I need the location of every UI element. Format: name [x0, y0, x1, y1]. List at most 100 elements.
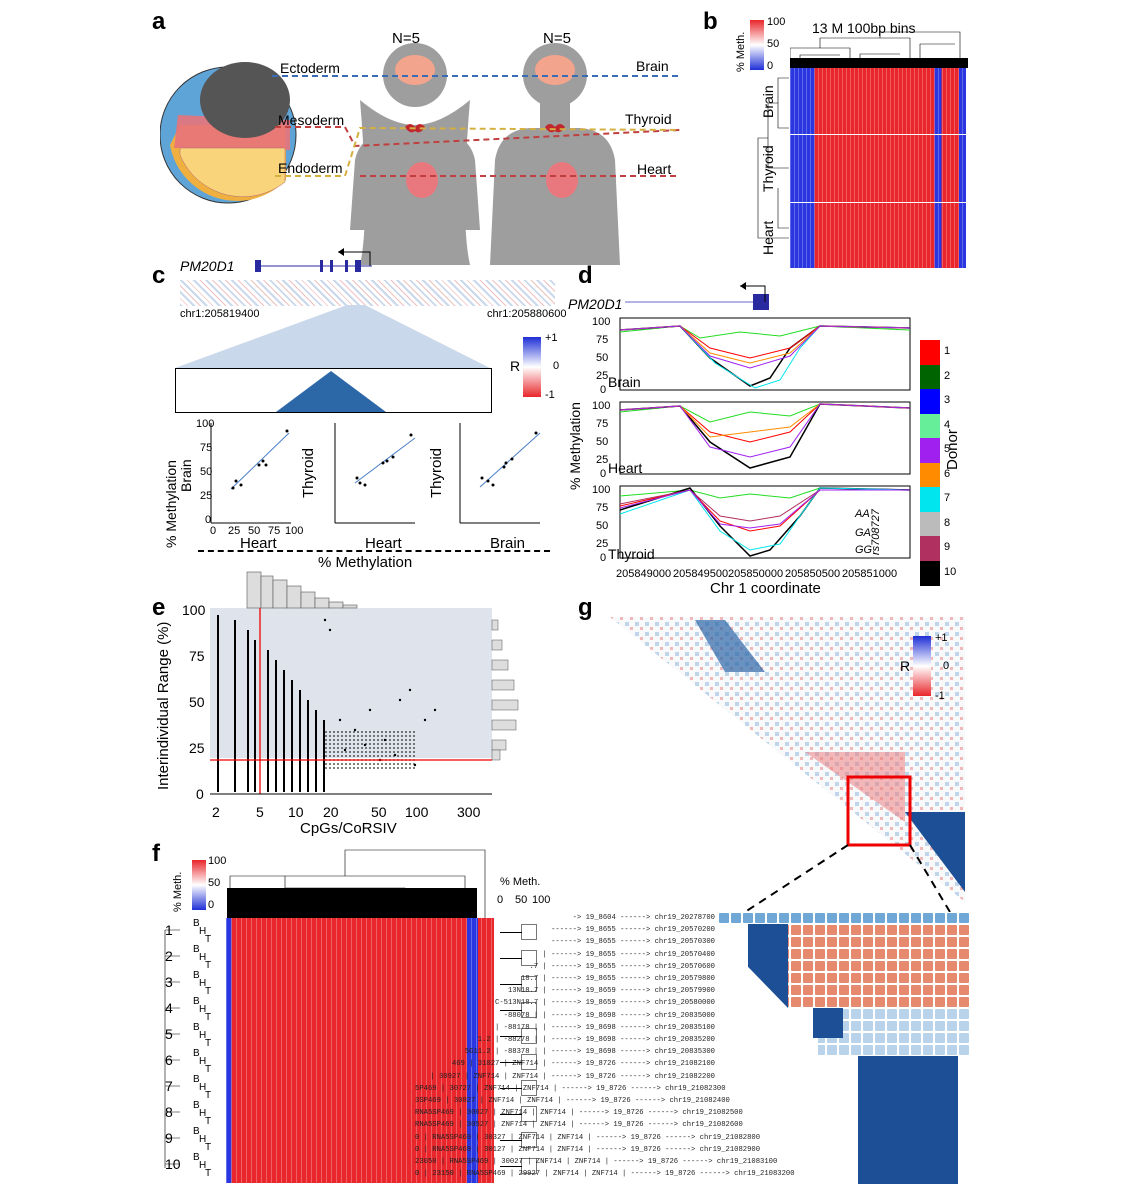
- f-boxplot: [500, 976, 537, 992]
- c-sc1-xtick-75: 75: [268, 525, 281, 537]
- f-boxplot: [500, 1158, 537, 1174]
- e-xtick-300: 300: [457, 804, 481, 820]
- g-matrix-row-label: 3SP469 | 30827 | ZNF714 | ZNF714 | -----…: [415, 1097, 730, 1105]
- g-matrix-row-label: | -88178 | | ------> 19_8698 ------> chr…: [495, 1023, 715, 1032]
- f-legend-title: % Meth.: [172, 871, 184, 912]
- f-tissue-code-B: B: [193, 944, 200, 955]
- d-heart-ytick-100: 100: [592, 400, 611, 412]
- e-ytick-100: 100: [182, 602, 206, 618]
- f-tissue-code-T: T: [205, 1038, 212, 1049]
- d-heart-ytick-25: 25: [596, 454, 609, 466]
- f-donor-label-7: 7: [165, 1078, 173, 1094]
- n-label-1: N=5: [392, 30, 420, 47]
- donor-label-9: 9: [944, 541, 951, 553]
- donor-swatch-6: [920, 462, 940, 488]
- d-xlabel: Chr 1 coordinate: [710, 580, 821, 597]
- c-gene-name: PM20D1: [180, 258, 235, 274]
- g-matrix-row-label: .7 | ------> 19_8655 ------> chr19_20570…: [529, 962, 715, 971]
- g-matrix-row-label: 0 | RNA5SP469 | 30327 | ZNF714 | ZNF714 …: [415, 1133, 761, 1142]
- f-tissue-code-B: B: [193, 1022, 200, 1033]
- f-tissue-code-T: T: [205, 1090, 212, 1101]
- tissue-thyroid: Thyroid: [625, 111, 672, 127]
- g-r-label: R: [900, 658, 911, 674]
- panel-e-label: e: [152, 594, 166, 621]
- g-matrix-row-label: 18.7 | ------> 19_8655 ------> chr19_205…: [520, 975, 715, 983]
- g-matrix-row-label: RNA5SP469 | 30527 | ZNF714 | ZNF714 | --…: [415, 1121, 743, 1130]
- e-xtick-50: 50: [371, 804, 387, 820]
- d-line-plots: [619, 317, 911, 559]
- f-tissue-code-T: T: [205, 1064, 212, 1075]
- f-boxplot: [500, 1028, 537, 1044]
- d-genotype-gg: GG: [855, 544, 873, 556]
- f-side-tick-50: 50: [515, 894, 528, 906]
- f-tissue-code-B: B: [193, 1074, 200, 1085]
- d-genotype-ga: GA: [855, 527, 871, 539]
- d-ylabel: % Methylation: [567, 402, 583, 490]
- f-tissue-code-H: H: [199, 1160, 207, 1171]
- c-r-colorbar: [523, 337, 541, 397]
- g-matrix-row-label: | 30927 | ZNF714 | ZNF714 | ------> 19_8…: [430, 1072, 715, 1081]
- donor-swatch-9: [920, 536, 940, 561]
- g-zoom-matrix: [718, 912, 970, 1184]
- b-heatmap: [790, 68, 966, 268]
- g-matrix-row-label: 469 | 31027 | ZNF714 | ------> 19_8726 -…: [451, 1060, 715, 1069]
- d-gene-track: [625, 282, 769, 310]
- f-boxplot: [500, 1106, 537, 1122]
- g-matrix-row-label: 5P469 | 30727 | ZNF714 | ZNF714 | ------…: [415, 1084, 726, 1093]
- n-label-2: N=5: [543, 30, 571, 47]
- b-row-brain: Brain: [760, 85, 776, 118]
- d-xtick-2: 205849500: [673, 568, 729, 580]
- germ-endoderm: Endoderm: [278, 160, 343, 176]
- f-donor-label-9: 9: [165, 1130, 173, 1146]
- g-r-tick-zero: 0: [943, 660, 950, 672]
- b-legend-title: % Meth.: [735, 31, 747, 72]
- f-tissue-code-T: T: [205, 960, 212, 971]
- f-tissue-code-H: H: [199, 1004, 207, 1015]
- d-thyroid-ytick-100: 100: [592, 484, 611, 496]
- d-thyroid-ytick-25: 25: [596, 538, 609, 550]
- d-thyroid-ytick-75: 75: [596, 502, 609, 514]
- donor-label-5: 5: [944, 443, 951, 455]
- b-colorbar: [750, 20, 764, 70]
- e-xtick-5: 5: [256, 804, 264, 820]
- donor-label-10: 10: [944, 565, 957, 578]
- donor-label-7: 7: [944, 492, 951, 504]
- e-xtick-20: 20: [323, 804, 339, 820]
- d-snp-label: rs708727: [870, 509, 882, 555]
- b-col-dendrogram: [790, 31, 968, 68]
- g-matrix-row-label: 13N18.7 | ------> 19_8659 ------> chr19_…: [507, 987, 715, 996]
- germ-mesoderm: Mesoderm: [278, 112, 345, 128]
- donor-swatch-5: [920, 438, 940, 463]
- f-boxplot: [500, 1054, 537, 1070]
- d-gene-name: PM20D1: [568, 296, 623, 312]
- c-sc2-xlabel: Heart: [365, 535, 402, 552]
- g-matrix-row-label: | ------> 19_8655 ------> chr19_20570400: [542, 950, 715, 959]
- c-r-tick-zero: 0: [553, 360, 560, 372]
- f-donor-label-1: 1: [165, 922, 173, 938]
- f-tissue-code-B: B: [193, 1126, 200, 1137]
- donor-label-6: 6: [944, 467, 951, 480]
- d-genotype-aa: AA: [855, 508, 870, 520]
- b-row-thyroid: Thyroid: [760, 145, 776, 192]
- g-matrix-row-label: ------> 19_8655 ------> chr19_20570200: [551, 926, 715, 935]
- c-sc1-ylabel: Brain: [178, 459, 194, 492]
- donor-swatch-4: [920, 413, 940, 439]
- germ-ectoderm: Ectoderm: [280, 60, 340, 76]
- b-legend-100: 100: [767, 16, 786, 28]
- panel-a-illustration: [160, 43, 681, 265]
- f-boxplot: [500, 1002, 537, 1018]
- f-tissue-code-T: T: [205, 1142, 212, 1153]
- f-tissue-code-B: B: [193, 970, 200, 981]
- c-common-divider: [198, 550, 550, 552]
- g-matrix-row-label: -88078 | | ------> 19_8698 ------> chr19…: [503, 1011, 715, 1020]
- donor-swatch-2: [920, 364, 940, 390]
- d-tissue-heart: Heart: [608, 460, 643, 476]
- c-sc3-xlabel: Brain: [490, 535, 526, 552]
- c-scatter-plots: [210, 423, 541, 524]
- g-r-tick-pos: +1: [935, 632, 948, 644]
- f-boxplot: [500, 950, 537, 966]
- g-matrix-row-label: 1.2 | -88278 | | ------> 19_8698 ------>…: [477, 1036, 715, 1044]
- c-scatter-ylabel-main: % Methylation: [163, 460, 179, 548]
- donor-swatch-8: [920, 511, 940, 537]
- d-heart-ytick-50: 50: [596, 436, 609, 448]
